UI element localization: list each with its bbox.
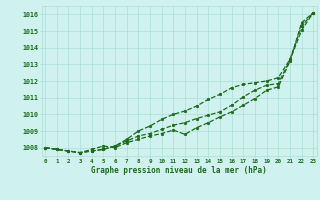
X-axis label: Graphe pression niveau de la mer (hPa): Graphe pression niveau de la mer (hPa): [91, 166, 267, 175]
